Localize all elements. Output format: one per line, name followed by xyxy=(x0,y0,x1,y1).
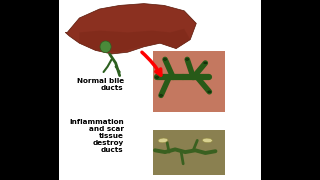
Text: Normal bile
ducts: Normal bile ducts xyxy=(76,78,124,91)
Bar xyxy=(153,130,225,175)
Circle shape xyxy=(164,58,167,60)
Ellipse shape xyxy=(158,138,168,143)
Polygon shape xyxy=(79,29,190,52)
Circle shape xyxy=(208,91,211,93)
Bar xyxy=(59,0,261,180)
Bar xyxy=(153,51,225,112)
Circle shape xyxy=(156,76,159,78)
Text: Inflammation
and scar
tissue
destroy
ducts: Inflammation and scar tissue destroy duc… xyxy=(69,119,124,153)
Polygon shape xyxy=(65,4,196,54)
Ellipse shape xyxy=(100,41,111,53)
Ellipse shape xyxy=(202,138,212,143)
Circle shape xyxy=(159,94,163,96)
Circle shape xyxy=(186,58,189,60)
Circle shape xyxy=(204,62,207,64)
